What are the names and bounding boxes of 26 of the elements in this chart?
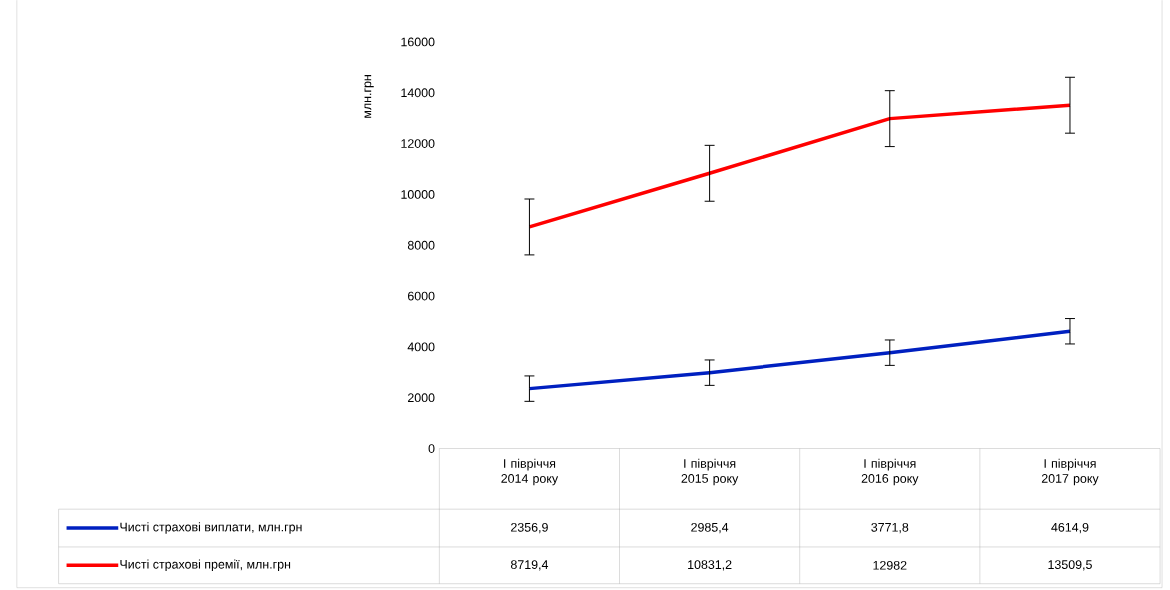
data-label: 3771,8: [871, 523, 909, 534]
y-tick-label: 8000: [407, 241, 435, 250]
legend-label: Чисті страхові премії, млн.грн: [120, 559, 291, 572]
line-series: [527, 329, 1072, 391]
x-tick-label: І півріччя 2017 року: [1041, 458, 1099, 486]
y-axis-title: млн.грн: [364, 75, 374, 118]
y-tick-label: 2000: [407, 393, 435, 403]
line-series: [527, 103, 1072, 229]
legend-label: Чисті страхові виплати, млн.грн: [120, 522, 302, 534]
data-label: 2356,9: [511, 523, 548, 534]
data-label: 12982: [873, 561, 907, 570]
data-label: 13509,5: [1048, 560, 1092, 571]
y-tick-label: 4000: [407, 342, 435, 352]
data-label: 2985,4: [691, 523, 729, 534]
y-tick-label: 16000: [401, 37, 435, 47]
y-tick-label: 12000: [401, 139, 435, 149]
y-tick-label: 0: [428, 444, 435, 454]
data-label: 10831,2: [688, 560, 732, 571]
y-tick-label: 6000: [407, 291, 435, 301]
data-label: 8719,4: [510, 560, 549, 571]
x-tick-label: І півріччя 2015 року: [681, 458, 739, 486]
y-tick-label: 10000: [401, 190, 435, 199]
data-label: 4614,9: [1051, 523, 1089, 534]
x-tick-label: І півріччя 2016 року: [861, 458, 919, 486]
y-tick-label: 14000: [401, 88, 435, 98]
x-tick-label: І півріччя 2014 року: [501, 458, 559, 486]
